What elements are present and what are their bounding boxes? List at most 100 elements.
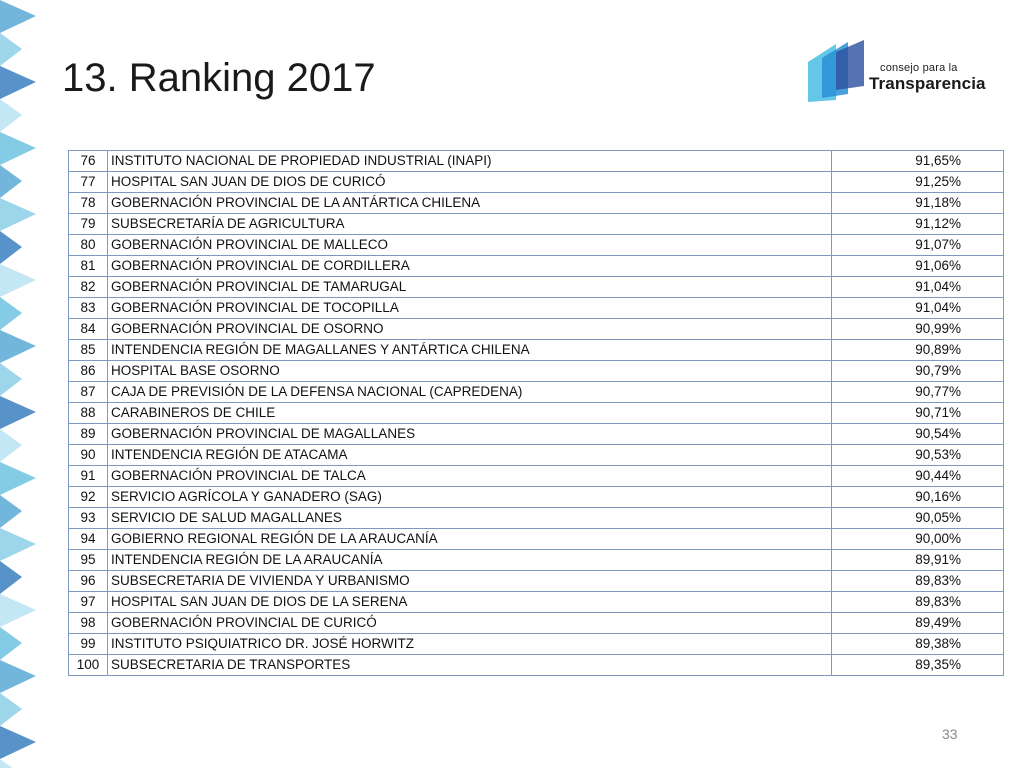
institution-cell: HOSPITAL BASE OSORNO [107,360,832,382]
decorative-triangle [0,561,22,594]
decorative-triangle [0,264,36,297]
table-row: 85 INTENDENCIA REGIÓN DE MAGALLANES Y ANT… [68,339,1004,361]
table-row: 83 GOBERNACIÓN PROVINCIAL DE TOCOPILLA 91,… [68,297,1004,319]
institution-cell: HOSPITAL SAN JUAN DE DIOS DE LA SERENA [107,591,832,613]
decorative-triangle [0,0,36,33]
rank-cell: 88 [68,402,108,424]
percentage-cell: 91,04% [831,276,1004,298]
institution-cell: INSTITUTO PSIQUIATRICO DR. JOSÉ HORWITZ [107,633,832,655]
percentage-cell: 90,89% [831,339,1004,361]
rank-cell: 94 [68,528,108,550]
slide-number: 33 [942,726,958,742]
rank-cell: 78 [68,192,108,214]
percentage-cell: 90,54% [831,423,1004,445]
decorative-triangle [0,99,22,132]
institution-cell: SERVICIO AGRÍCOLA Y GANADERO (SAG) [107,486,832,508]
percentage-cell: 89,91% [831,549,1004,571]
rank-cell: 93 [68,507,108,529]
institution-cell: GOBERNACIÓN PROVINCIAL DE LA ANTÁRTICA C… [107,192,832,214]
institution-cell: HOSPITAL SAN JUAN DE DIOS DE CURICÓ [107,171,832,193]
percentage-cell: 89,83% [831,570,1004,592]
percentage-cell: 89,38% [831,633,1004,655]
table-row: 98 GOBERNACIÓN PROVINCIAL DE CURICÓ 89,49% [68,612,1004,634]
percentage-cell: 89,83% [831,591,1004,613]
institution-cell: SUBSECRETARIA DE TRANSPORTES [107,654,832,676]
rank-cell: 91 [68,465,108,487]
decorative-triangle [0,726,36,759]
rank-cell: 81 [68,255,108,277]
rank-cell: 99 [68,633,108,655]
percentage-cell: 90,16% [831,486,1004,508]
institution-cell: SUBSECRETARIA DE VIVIENDA Y URBANISMO [107,570,832,592]
percentage-cell: 90,53% [831,444,1004,466]
table-row: 84 GOBERNACIÓN PROVINCIAL DE OSORNO 90,99% [68,318,1004,340]
percentage-cell: 90,44% [831,465,1004,487]
percentage-cell: 90,99% [831,318,1004,340]
table-row: 95 INTENDENCIA REGIÓN DE LA ARAUCANÍA 89,9… [68,549,1004,571]
percentage-cell: 91,25% [831,171,1004,193]
percentage-cell: 91,04% [831,297,1004,319]
logo-mark-icon [808,40,864,102]
rank-cell: 100 [68,654,108,676]
rank-cell: 76 [68,150,108,172]
table-row: 96 SUBSECRETARIA DE VIVIENDA Y URBANISMO 8… [68,570,1004,592]
rank-cell: 92 [68,486,108,508]
decorative-triangle [0,495,22,528]
rank-cell: 84 [68,318,108,340]
table-row: 77 HOSPITAL SAN JUAN DE DIOS DE CURICÓ 91,… [68,171,1004,193]
table-row: 81 GOBERNACIÓN PROVINCIAL DE CORDILLERA 91… [68,255,1004,277]
table-row: 86 HOSPITAL BASE OSORNO 90,79% [68,360,1004,382]
rank-cell: 87 [68,381,108,403]
table-row: 93 SERVICIO DE SALUD MAGALLANES 90,05% [68,507,1004,529]
rank-cell: 85 [68,339,108,361]
decorative-triangle [0,132,36,165]
decorative-triangle [0,165,22,198]
percentage-cell: 91,07% [831,234,1004,256]
rank-cell: 86 [68,360,108,382]
rank-cell: 97 [68,591,108,613]
decorative-triangle [0,231,22,264]
decorative-triangle [0,363,22,396]
decorative-triangle [0,759,13,768]
institution-cell: SUBSECRETARÍA DE AGRICULTURA [107,213,832,235]
table-row: 78 GOBERNACIÓN PROVINCIAL DE LA ANTÁRTICA… [68,192,1004,214]
rank-cell: 89 [68,423,108,445]
table-row: 90 INTENDENCIA REGIÓN DE ATACAMA 90,53% [68,444,1004,466]
table-row: 91 GOBERNACIÓN PROVINCIAL DE TALCA 90,44% [68,465,1004,487]
percentage-cell: 90,77% [831,381,1004,403]
table-row: 99 INSTITUTO PSIQUIATRICO DR. JOSÉ HORWIT… [68,633,1004,655]
table-row: 94 GOBIERNO REGIONAL REGIÓN DE LA ARAUCAN… [68,528,1004,550]
institution-cell: INTENDENCIA REGIÓN DE ATACAMA [107,444,832,466]
logo-text-small: consejo para la [880,62,958,74]
percentage-cell: 90,71% [831,402,1004,424]
logo: consejo para la Transparencia [806,40,996,106]
institution-cell: GOBIERNO REGIONAL REGIÓN DE LA ARAUCANÍA [107,528,832,550]
decorative-triangle [0,396,36,429]
institution-cell: GOBERNACIÓN PROVINCIAL DE TAMARUGAL [107,276,832,298]
institution-cell: INSTITUTO NACIONAL DE PROPIEDAD INDUSTRI… [107,150,832,172]
institution-cell: GOBERNACIÓN PROVINCIAL DE MAGALLANES [107,423,832,445]
percentage-cell: 91,18% [831,192,1004,214]
decorative-triangle [0,528,36,561]
table-row: 87 CAJA DE PREVISIÓN DE LA DEFENSA NACION… [68,381,1004,403]
percentage-cell: 89,49% [831,612,1004,634]
institution-cell: GOBERNACIÓN PROVINCIAL DE MALLECO [107,234,832,256]
rank-cell: 83 [68,297,108,319]
rank-cell: 79 [68,213,108,235]
decorative-triangle [0,198,36,231]
institution-cell: GOBERNACIÓN PROVINCIAL DE TALCA [107,465,832,487]
decorative-triangles [0,0,36,768]
decorative-triangle [0,66,36,99]
rank-cell: 80 [68,234,108,256]
rank-cell: 98 [68,612,108,634]
decorative-triangle [0,33,22,66]
table-row: 82 GOBERNACIÓN PROVINCIAL DE TAMARUGAL 91,… [68,276,1004,298]
institution-cell: INTENDENCIA REGIÓN DE MAGALLANES Y ANTÁR… [107,339,832,361]
rank-cell: 96 [68,570,108,592]
rank-cell: 82 [68,276,108,298]
percentage-cell: 91,12% [831,213,1004,235]
table-row: 89 GOBERNACIÓN PROVINCIAL DE MAGALLANES 90… [68,423,1004,445]
institution-cell: CARABINEROS DE CHILE [107,402,832,424]
institution-cell: CAJA DE PREVISIÓN DE LA DEFENSA NACIONAL… [107,381,832,403]
institution-cell: GOBERNACIÓN PROVINCIAL DE TOCOPILLA [107,297,832,319]
